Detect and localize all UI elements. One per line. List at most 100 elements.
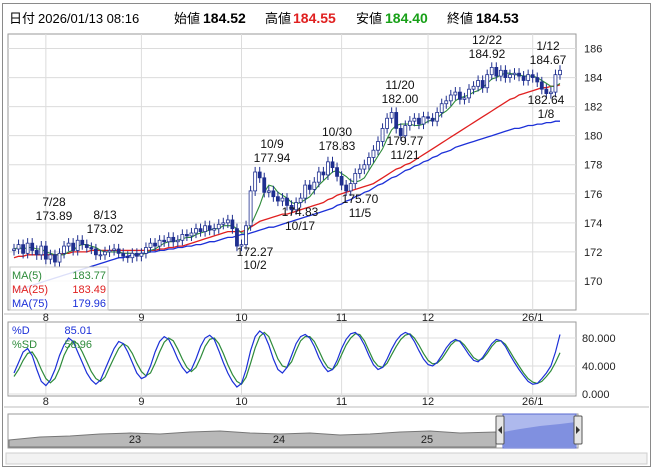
candle [348, 183, 353, 192]
candle [30, 242, 35, 251]
candle [412, 117, 417, 122]
candle [184, 234, 189, 237]
chevron-left-icon [498, 426, 502, 434]
annotation-label: 10/2 [243, 258, 267, 272]
date-label: 日付 [9, 11, 35, 26]
candle [435, 112, 440, 122]
navigator-tick: 25 [421, 434, 433, 446]
candle [225, 219, 230, 224]
candle [462, 97, 467, 100]
candle [203, 225, 208, 232]
close-label: 終値 [447, 11, 473, 26]
candle [549, 91, 553, 94]
legend-sd-label: %SD [12, 339, 37, 351]
price-tick-label: 186 [584, 44, 602, 56]
candle [339, 175, 344, 186]
navigator-tick: 23 [129, 434, 141, 446]
candle [321, 171, 326, 176]
candle [16, 244, 21, 250]
candle [80, 239, 85, 246]
candle [439, 103, 444, 113]
range-navigator[interactable]: 23 24 25 [5, 413, 648, 465]
price-tick-label: 172 [584, 247, 602, 259]
candle [166, 236, 171, 243]
candle [407, 120, 412, 126]
candle [530, 74, 535, 78]
candle [21, 244, 26, 254]
candle [103, 251, 107, 256]
candle [162, 239, 167, 243]
candle [526, 74, 531, 81]
osc-legend: %D 85.01 %SD 58.96 [12, 325, 92, 351]
month-tick-label: 8 [43, 312, 49, 324]
legend-d-label: %D [12, 325, 30, 337]
candle [266, 190, 271, 193]
candle [212, 228, 217, 231]
candle [280, 197, 285, 202]
legend-ma25-value: 183.49 [72, 284, 106, 296]
candle [539, 81, 544, 90]
price-tick-label: 178 [584, 160, 602, 172]
candle [503, 69, 508, 78]
osc-tick-label: 40.000 [582, 361, 616, 373]
candle [544, 88, 549, 94]
candle [39, 245, 44, 256]
osc-tick-label: 0.000 [582, 389, 610, 401]
candle [426, 116, 430, 119]
legend-box [9, 266, 109, 311]
candlesticks [12, 62, 562, 268]
candle [116, 248, 121, 254]
price-tick-label: 170 [584, 276, 602, 288]
horizontal-scrollbar[interactable] [5, 452, 648, 465]
candle [144, 247, 148, 254]
candle [221, 222, 226, 225]
candle [298, 197, 303, 203]
ma-legend: MA(5) 183.77 MA(25) 183.49 MA(75) 179.96 [9, 266, 109, 311]
annotation-label: 10/9 [260, 137, 284, 151]
candle [312, 181, 317, 190]
month-tick-label: 26/1 [522, 396, 543, 408]
annotation-label: 11/5 [349, 206, 372, 220]
candle [189, 232, 194, 237]
open-label: 始値 [174, 11, 200, 26]
oscillator-panel [7, 321, 577, 397]
annotation-label: 11/20 [385, 78, 414, 92]
month-tick-label: 12 [422, 312, 434, 324]
candle [62, 245, 66, 254]
candle [112, 248, 116, 251]
candle [344, 184, 349, 192]
ohlc-header: 日付 2026/01/13 08:16 始値 184.52 高値 184.55 … [9, 10, 519, 26]
candle [385, 117, 390, 129]
candle [285, 197, 289, 206]
candle [357, 168, 362, 174]
candle [430, 117, 435, 122]
candle [48, 254, 53, 260]
candle [335, 167, 339, 177]
candle [558, 69, 562, 76]
candle [194, 228, 198, 234]
annotation-label: 12/22 [472, 33, 502, 47]
candle [257, 171, 262, 179]
close-value: 184.53 [476, 10, 519, 26]
month-tick-label: 11 [336, 312, 347, 324]
date-value: 2026/01/13 08:16 [38, 11, 139, 26]
navigator-history-area [8, 430, 497, 448]
month-tick-label: 26/1 [522, 312, 543, 324]
candle [485, 74, 490, 89]
annotation-label: 11/21 [390, 148, 419, 162]
candle [303, 184, 308, 199]
annotation-label: 177.94 [254, 151, 291, 165]
candle [294, 202, 299, 211]
price-tick-label: 176 [584, 189, 602, 201]
candle [535, 77, 540, 83]
candle [230, 219, 235, 230]
month-tick-label: 11 [336, 396, 347, 408]
candle [366, 157, 371, 166]
candle [216, 223, 221, 230]
candle [330, 161, 335, 169]
candle [107, 250, 112, 253]
candle [494, 67, 499, 77]
month-tick-label: 9 [138, 396, 144, 408]
candle [498, 69, 503, 77]
